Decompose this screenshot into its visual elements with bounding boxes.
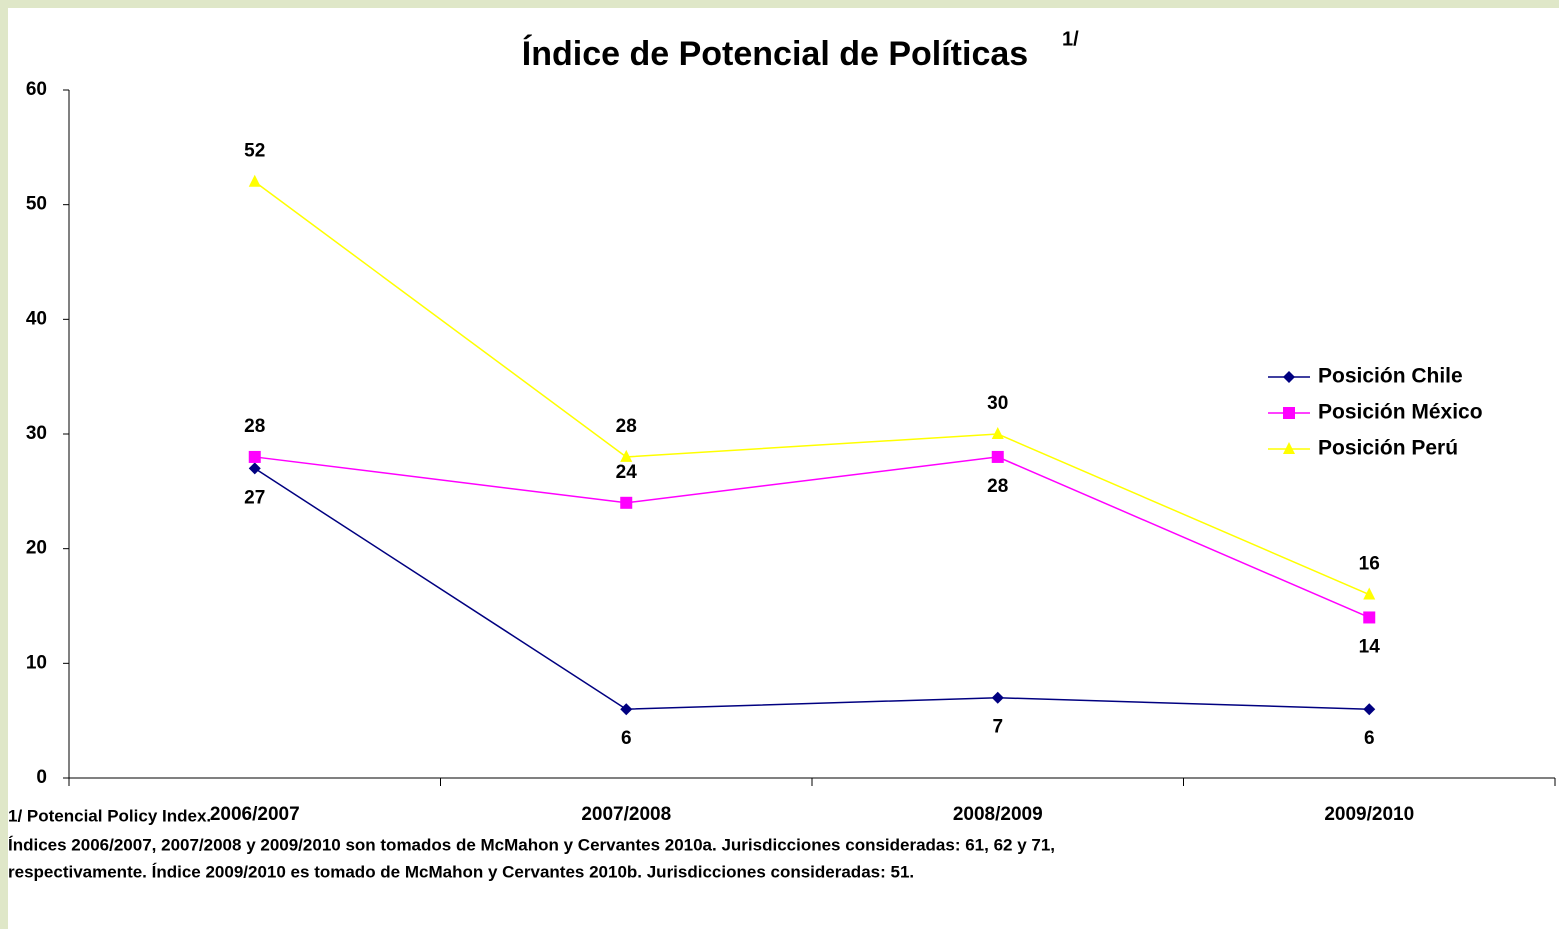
data-label: 27 — [244, 487, 265, 508]
x-tick-label: 2006/2007 — [210, 804, 300, 825]
point-marker — [1283, 442, 1295, 454]
data-label: 7 — [992, 717, 1003, 738]
chart-background — [8, 8, 1559, 929]
y-tick-label: 60 — [26, 79, 47, 100]
y-tick-label: 30 — [26, 423, 47, 444]
data-label: 30 — [987, 393, 1008, 414]
series-line — [254, 467, 1370, 710]
point-marker — [248, 462, 261, 475]
data-label: 6 — [1364, 728, 1375, 749]
legend-label: Posición Perú — [1318, 437, 1458, 460]
point-marker — [620, 703, 633, 716]
legend-label: Posición Chile — [1318, 365, 1463, 388]
footnote: Índices 2006/2007, 2007/2008 y 2009/2010… — [8, 835, 1055, 854]
series-line — [254, 456, 1370, 619]
y-tick-label: 20 — [26, 538, 47, 559]
data-label: 6 — [621, 728, 632, 749]
data-label: 28 — [244, 416, 265, 437]
data-label: 28 — [987, 476, 1008, 497]
point-marker — [248, 450, 261, 463]
legend-label: Posición México — [1318, 401, 1483, 424]
data-label: 28 — [616, 416, 637, 437]
point-marker — [1363, 611, 1376, 624]
chart-title: Índice de Potencial de Políticas — [522, 35, 1028, 73]
point-marker — [991, 427, 1004, 439]
point-marker — [1363, 587, 1376, 600]
point-marker — [620, 449, 633, 462]
x-tick-label: 2008/2009 — [953, 804, 1043, 825]
series-line — [254, 181, 1370, 596]
data-label: 24 — [616, 462, 638, 483]
x-tick-label: 2009/2010 — [1324, 804, 1414, 825]
title-superscript: 1/ — [1062, 28, 1079, 50]
y-tick-label: 0 — [36, 767, 47, 788]
x-tick-label: 2007/2008 — [581, 804, 671, 825]
point-marker — [991, 450, 1004, 463]
y-tick-label: 50 — [26, 194, 47, 215]
point-marker — [620, 496, 633, 509]
point-marker — [1363, 703, 1376, 716]
point-marker — [1283, 407, 1295, 419]
data-label: 16 — [1359, 554, 1380, 575]
y-tick-label: 10 — [26, 652, 47, 673]
footnote: respectivamente. Índice 2009/2010 es tom… — [8, 862, 914, 881]
data-label: 52 — [244, 141, 265, 162]
point-marker — [991, 691, 1004, 704]
footnote: 1/ Potencial Policy Index. — [8, 806, 211, 825]
point-marker — [248, 174, 261, 187]
y-tick-label: 40 — [26, 308, 47, 329]
data-label: 14 — [1359, 636, 1381, 657]
point-marker — [1283, 371, 1295, 383]
